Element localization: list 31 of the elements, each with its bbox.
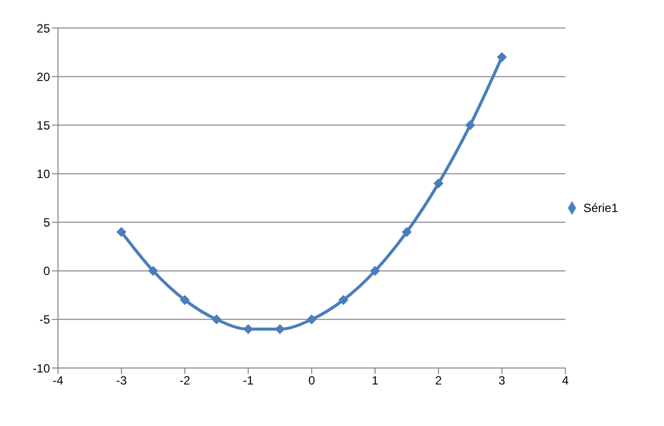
x-tick-label: -1: [242, 374, 254, 388]
y-tick-label: 25: [36, 21, 50, 36]
legend-label: Série1: [583, 200, 618, 215]
point: [148, 266, 158, 276]
point: [338, 295, 348, 305]
y-tick-label: 15: [36, 118, 50, 132]
point: [274, 324, 285, 334]
point: [465, 120, 476, 130]
x-tick-label: -2: [179, 374, 190, 388]
x-tick-label: 0: [308, 374, 316, 388]
y-tick-label: 0: [43, 264, 50, 278]
x-tick-label: 4: [562, 374, 569, 388]
point: [433, 178, 444, 188]
point: [243, 324, 254, 334]
point: [306, 314, 317, 324]
y-tick-label: -5: [39, 312, 50, 327]
x-tick-label: 2: [435, 374, 442, 388]
x-tick-label: -3: [116, 374, 128, 388]
point: [370, 266, 380, 276]
y-tick-label: 10: [36, 166, 50, 181]
point: [496, 52, 507, 62]
y-tick-label: 20: [36, 70, 50, 84]
x-tick-label: 3: [498, 374, 506, 388]
point: [116, 227, 126, 237]
y-tick-label: -10: [32, 361, 50, 376]
y-tick-label: 5: [43, 216, 50, 230]
x-tick-label: -4: [52, 374, 64, 388]
point: [180, 295, 190, 305]
point: [212, 314, 222, 324]
point: [402, 227, 412, 237]
x-tick-label: 1: [372, 374, 379, 388]
